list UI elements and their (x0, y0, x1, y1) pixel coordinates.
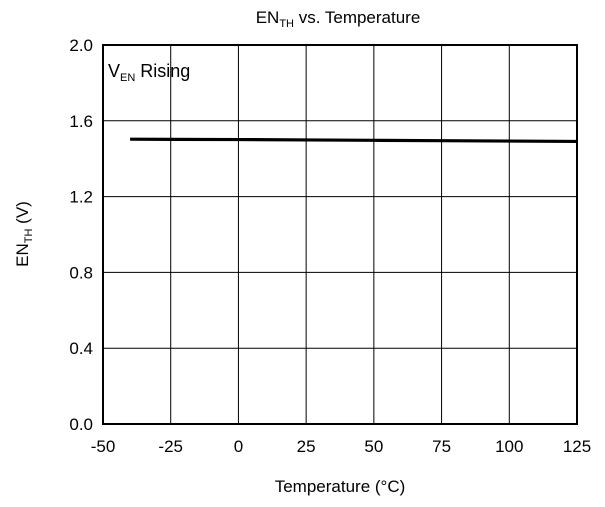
x-tick-label: 100 (495, 437, 523, 456)
y-tick-label: 0.4 (69, 339, 93, 358)
y-tick-label: 0.8 (69, 263, 93, 282)
y-axis-label-main: EN (13, 243, 32, 267)
x-tick-label: -25 (158, 437, 183, 456)
y-tick-label: 1.2 (69, 188, 93, 207)
y-axis-label: ENTH (V) (13, 201, 35, 267)
annotation-rest: Rising (135, 61, 190, 81)
annotation-sub: EN (120, 72, 135, 84)
series-layer (130, 137, 578, 144)
x-tick-label: 25 (297, 437, 316, 456)
annotation-main: V (108, 61, 120, 81)
y-tick-label: 2.0 (69, 36, 93, 55)
y-tick-label: 0.0 (69, 415, 93, 434)
series-line (130, 137, 578, 144)
x-tick-label: 0 (234, 437, 243, 456)
chart-title-sub: TH (279, 18, 294, 30)
y-tick-label: 1.6 (69, 112, 93, 131)
x-axis-label: Temperature (°C) (275, 477, 406, 496)
x-tick-label: -50 (91, 437, 116, 456)
x-tick-label: 50 (364, 437, 383, 456)
y-axis-label-rest: (V) (13, 201, 32, 228)
grid-lines (103, 45, 577, 424)
y-axis-label-sub: TH (23, 228, 35, 243)
x-tick-label: 125 (563, 437, 591, 456)
chart-title: ENTH vs. Temperature (256, 8, 421, 30)
annotation-text: VEN Rising (108, 61, 190, 84)
y-tick-labels: 0.0 0.4 0.8 1.2 1.6 2.0 (69, 36, 93, 434)
plot-frame (102, 44, 578, 425)
chart-title-main: EN (256, 8, 280, 27)
x-tick-label: 75 (432, 437, 451, 456)
chart-title-rest: vs. Temperature (294, 8, 420, 27)
x-tick-labels: -50 -25 0 25 50 75 100 125 (91, 437, 591, 456)
